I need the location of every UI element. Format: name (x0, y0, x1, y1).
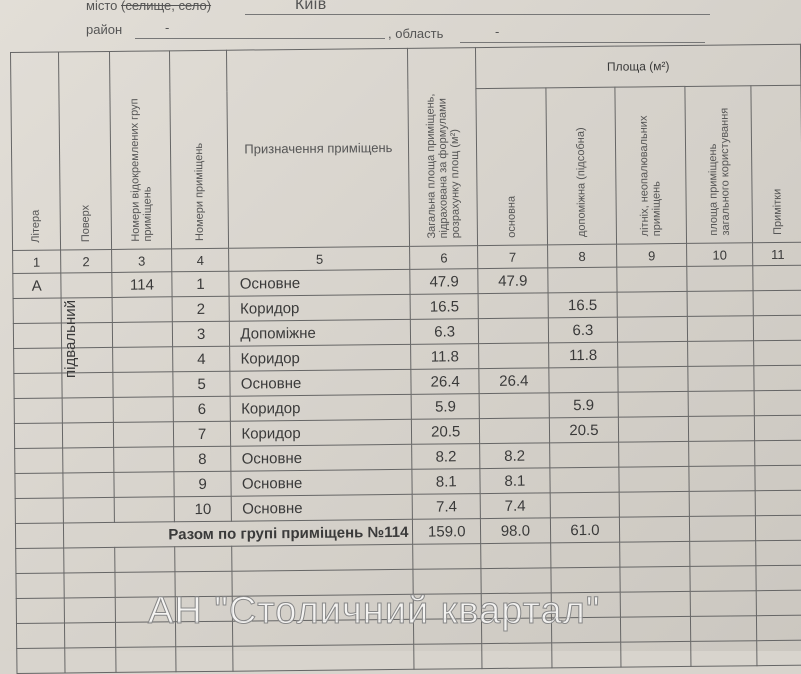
room-total: 16.5 (410, 293, 479, 320)
room-aux (548, 367, 619, 393)
col-header-room-no: Номери приміщень (169, 50, 229, 249)
city-label-text: місто (86, 0, 118, 13)
group-cell: 114 (112, 271, 172, 298)
room-aux (549, 492, 620, 518)
column-number: 6 (409, 245, 478, 270)
col-header-common: площа приміщень загального користування (684, 85, 753, 244)
summary-main: 98.0 (480, 517, 551, 544)
room-main: 26.4 (478, 367, 549, 394)
room-main: 8.2 (479, 442, 550, 469)
city-struck-text: (селище, село) (121, 0, 212, 13)
column-number: 5 (228, 246, 411, 272)
col-header-area: Площа (м²) (475, 44, 801, 89)
room-purpose: Коридор (229, 294, 411, 322)
summary-total: 159.0 (412, 518, 481, 545)
room-number: 3 (172, 321, 230, 347)
room-main: 7.4 (480, 492, 551, 519)
room-purpose: Основне (229, 269, 411, 297)
col-header-aux: допоміжна (підсобна) (545, 87, 617, 245)
col-header-purpose: Призначення приміщень (226, 48, 410, 249)
room-main (479, 417, 550, 444)
column-number: 10 (686, 242, 754, 267)
letter-cell: А (12, 272, 61, 299)
region-label: , область (388, 26, 444, 41)
region-value: - (495, 24, 500, 39)
col-header-summer: літніх, неопалювальних приміщень (615, 86, 687, 245)
room-total: 26.4 (411, 368, 480, 395)
room-purpose: Коридор (229, 344, 412, 372)
room-purpose: Коридор (230, 394, 412, 422)
room-main (479, 392, 550, 419)
column-number: 9 (616, 243, 687, 268)
col-header-notes: Примітки (751, 85, 801, 243)
room-number: 10 (173, 496, 232, 522)
district-label: район (86, 22, 123, 37)
column-number: 4 (171, 248, 230, 272)
room-main: 47.9 (477, 267, 548, 294)
column-number: 8 (547, 244, 618, 268)
col-header-group: Номери відокремлених груп приміщень (109, 50, 172, 250)
summary-label: Разом по групі приміщень №114 (63, 519, 414, 548)
room-number: 7 (173, 421, 232, 447)
room-number: 9 (173, 471, 232, 497)
col-header-total: Загальна площа приміщень, підрахована за… (407, 47, 478, 247)
room-purpose: Основне (231, 494, 413, 522)
room-aux: 6.3 (547, 317, 618, 343)
room-total: 6.3 (410, 318, 479, 345)
room-total: 11.8 (410, 343, 479, 370)
district-value: - (165, 20, 170, 35)
column-number: 2 (60, 249, 113, 273)
room-purpose: Основне (231, 469, 413, 497)
room-number: 5 (172, 371, 231, 397)
column-number: 11 (752, 242, 801, 266)
room-number: 1 (171, 271, 230, 297)
summary-aux: 61.0 (550, 517, 620, 543)
city-underline (245, 14, 710, 15)
room-total: 20.5 (411, 418, 480, 445)
room-purpose: Основне (230, 369, 412, 397)
room-aux: 20.5 (549, 417, 619, 443)
room-aux: 5.9 (548, 392, 619, 418)
premises-table: Літера Поверх Номери відокремлених груп … (10, 44, 801, 674)
paper-background (0, 0, 801, 651)
col-header-floor: Поверх (58, 51, 112, 250)
column-number: 7 (477, 244, 548, 269)
col-header-main: основна (475, 87, 548, 246)
room-aux (549, 467, 620, 493)
room-number: 2 (171, 296, 230, 322)
room-number: 8 (173, 446, 232, 472)
room-main (478, 292, 548, 319)
floor-value: підвальний (62, 300, 79, 378)
room-purpose: Основне (231, 444, 413, 472)
room-aux (549, 442, 620, 468)
column-number: 3 (111, 248, 172, 273)
room-main: 8.1 (479, 467, 550, 494)
room-number: 6 (172, 396, 231, 422)
room-total: 8.2 (412, 443, 480, 470)
district-underline (135, 38, 385, 39)
room-total: 8.1 (412, 468, 481, 495)
city-value: Київ (295, 0, 327, 13)
column-number: 1 (12, 249, 61, 274)
room-main (478, 342, 549, 369)
watermark: АН "Столичний квартал" (147, 590, 601, 633)
city-label: місто (селище, село) (86, 0, 211, 13)
room-aux: 16.5 (547, 292, 618, 318)
room-number: 4 (172, 346, 231, 372)
room-total: 5.9 (411, 393, 480, 420)
room-total: 7.4 (412, 493, 481, 520)
room-purpose: Допоміжне (229, 319, 411, 347)
room-purpose: Коридор (230, 419, 413, 447)
room-main (478, 317, 549, 344)
col-header-letter: Літера (10, 51, 61, 251)
room-aux: 11.8 (548, 342, 619, 368)
room-aux (547, 267, 618, 293)
room-total: 47.9 (410, 268, 479, 295)
region-underline (460, 42, 705, 43)
